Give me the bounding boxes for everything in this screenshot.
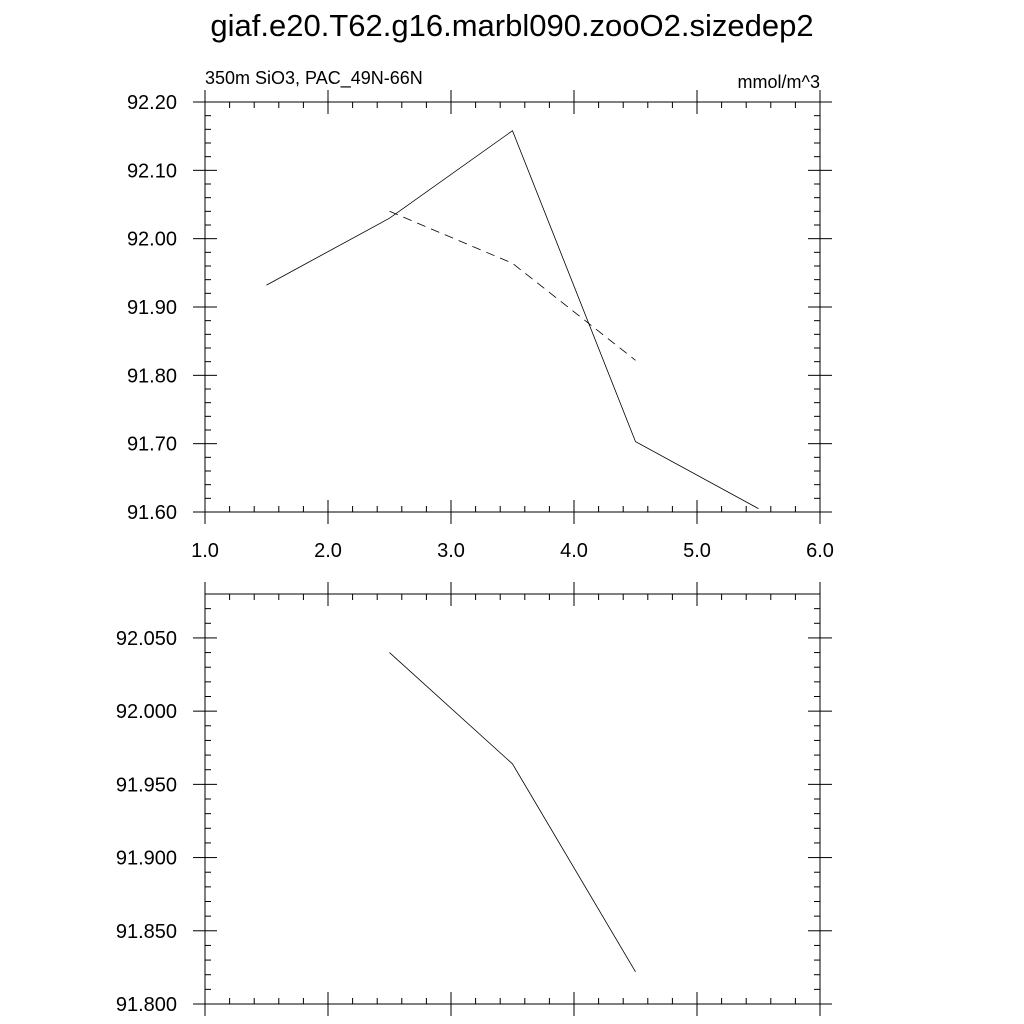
y-tick-label: 91.950 bbox=[116, 774, 177, 796]
x-tick-label: 5.0 bbox=[683, 540, 711, 562]
y-tick-label: 91.800 bbox=[116, 994, 177, 1016]
dashed-series-line bbox=[389, 210, 636, 361]
chart-title: giaf.e20.T62.g16.marbl090.zooO2.sizedep2 bbox=[210, 8, 814, 43]
top-axis-ticks: 1.0 2.0 3.0 4.0 5.0 6.0 91.60 91.70 91.80 91.90 92… bbox=[127, 90, 834, 562]
x-tick-label: 1.0 bbox=[191, 540, 219, 562]
bottom-axis-ticks: 91.800 91.850 91.900 91.950 92.000 92.050 bbox=[116, 582, 832, 1016]
y-tick-label: 92.050 bbox=[116, 628, 177, 650]
units-label: mmol/m^3 bbox=[738, 72, 820, 92]
y-tick-label: 91.900 bbox=[116, 848, 177, 870]
x-tick-label: 4.0 bbox=[560, 540, 588, 562]
y-tick-label: 91.70 bbox=[127, 434, 177, 456]
y-tick-label: 91.80 bbox=[127, 365, 177, 387]
solid-series-line bbox=[266, 130, 759, 509]
x-tick-label: 2.0 bbox=[314, 540, 342, 562]
y-tick-label: 91.60 bbox=[127, 502, 177, 524]
x-tick-label: 3.0 bbox=[437, 540, 465, 562]
bottom-series bbox=[389, 652, 636, 973]
bottom-plot-frame bbox=[204, 593, 821, 1005]
panel-left-label: 350m SiO3, PAC_49N-66N bbox=[205, 68, 423, 89]
y-tick-label: 92.00 bbox=[127, 229, 177, 251]
x-tick-label: 6.0 bbox=[806, 540, 834, 562]
y-tick-label: 92.000 bbox=[116, 701, 177, 723]
top-series bbox=[266, 130, 759, 509]
solid-series-line bbox=[389, 652, 636, 973]
top-plot-frame bbox=[204, 101, 821, 513]
y-tick-label: 91.850 bbox=[116, 921, 177, 943]
y-tick-label: 92.10 bbox=[127, 160, 177, 182]
y-tick-label: 91.90 bbox=[127, 297, 177, 319]
bottom-panel: 91.800 91.850 91.900 91.950 92.000 92.050 bbox=[116, 582, 832, 1016]
y-tick-label: 92.20 bbox=[127, 92, 177, 114]
top-panel: 350m SiO3, PAC_49N-66N mmol/m^3 1.0 2.0 3.… bbox=[127, 68, 834, 562]
